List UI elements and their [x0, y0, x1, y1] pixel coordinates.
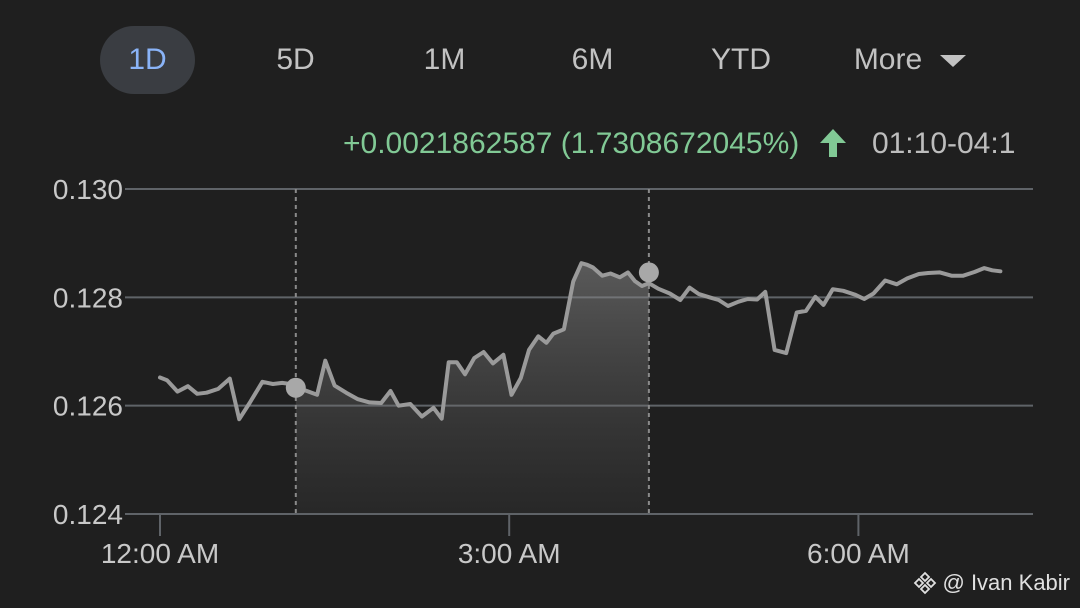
x-tick-label: 12:00 AM — [101, 538, 219, 569]
tab-ytd[interactable]: YTD — [711, 43, 771, 76]
change-summary: +0.0021862587 (1.7308672045%) 01:10-04:1 — [343, 126, 1015, 162]
selection-area — [295, 263, 649, 514]
selection-end-handle[interactable] — [638, 262, 659, 283]
tab-1m[interactable]: 1M — [423, 43, 466, 76]
y-tick-label: 0.130 — [53, 174, 123, 205]
x-tick-label: 3:00 AM — [458, 538, 561, 569]
tab-more[interactable]: More — [835, 26, 985, 94]
watermark-text: @ Ivan Kabir — [942, 570, 1071, 595]
y-tick-label: 0.128 — [53, 282, 123, 313]
price-change: +0.0021862587 (1.7308672045%) — [343, 127, 800, 160]
time-range: 01:10-04:1 — [871, 127, 1016, 160]
timeframe-tabs: 1D 5D 1M 6M YTD More — [100, 26, 1000, 94]
tab-1d[interactable]: 1D — [100, 26, 195, 94]
x-tick-label: 6:00 AM — [807, 538, 910, 569]
tab-5d[interactable]: 5D — [276, 43, 315, 76]
tab-more-label: More — [853, 43, 923, 76]
chevron-down-icon — [940, 55, 967, 68]
binance-logo-icon — [913, 571, 936, 595]
y-tick-label: 0.126 — [53, 391, 123, 422]
selection-start-handle[interactable] — [285, 377, 306, 398]
tab-6m[interactable]: 6M — [571, 43, 614, 76]
y-tick-label: 0.124 — [53, 499, 123, 530]
arrow-up-icon — [819, 129, 846, 157]
watermark: @ Ivan Kabir — [913, 570, 1071, 596]
